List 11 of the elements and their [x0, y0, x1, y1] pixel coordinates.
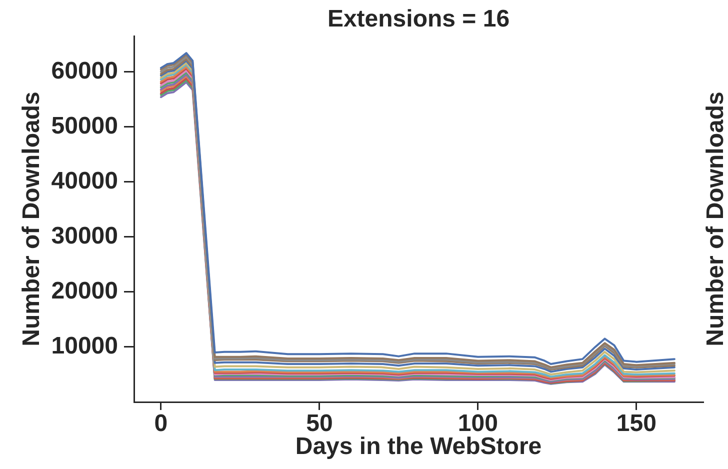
y-tick-label: 40000 — [51, 167, 118, 194]
y-tick-label: 20000 — [51, 278, 118, 305]
y-tick-label: 60000 — [51, 57, 118, 84]
chart-title: Extensions = 16 — [327, 6, 510, 33]
x-tick-label: 150 — [616, 410, 656, 438]
y-axis-title: Number of Downloads — [18, 92, 46, 346]
x-tick-label: 0 — [154, 410, 168, 438]
y-tick-label: 50000 — [51, 112, 118, 140]
annotation: Number of Downloads — [702, 92, 728, 346]
y-tick-label: 30000 — [51, 222, 118, 250]
y-tick-label: 10000 — [51, 332, 118, 360]
